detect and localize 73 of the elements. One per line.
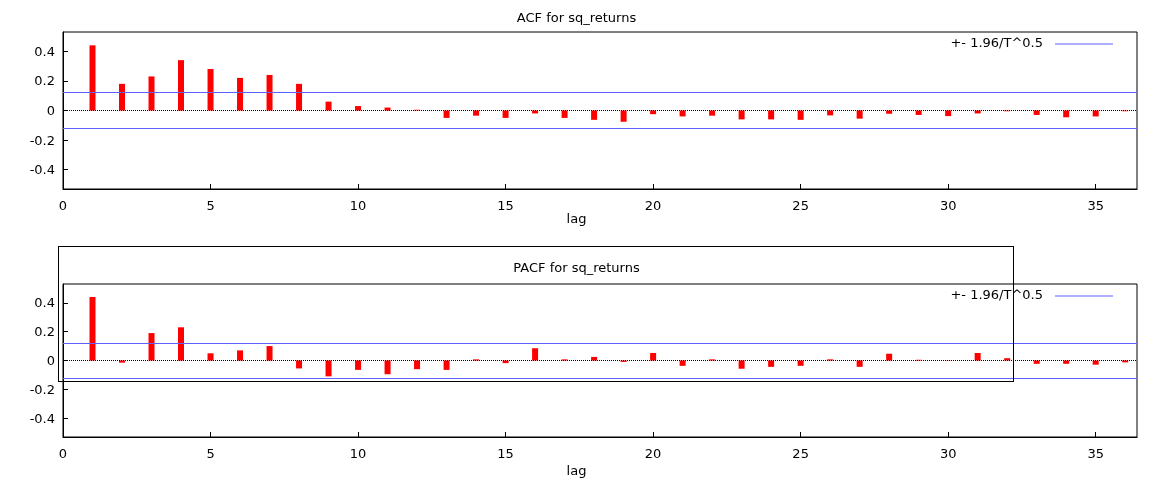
bar bbox=[856, 110, 863, 119]
bar bbox=[178, 327, 185, 361]
x-tick-label: 15 bbox=[497, 198, 514, 213]
bar bbox=[591, 110, 598, 120]
bar bbox=[148, 333, 155, 361]
x-tick-label: 30 bbox=[939, 446, 957, 461]
bar bbox=[443, 110, 450, 118]
bar bbox=[561, 110, 568, 118]
y-tick-label: -0.2 bbox=[29, 381, 55, 397]
bar bbox=[178, 60, 185, 111]
x-tick-label: 25 bbox=[792, 198, 809, 213]
x-tick-label: 5 bbox=[206, 198, 215, 213]
x-tick-label: 35 bbox=[1087, 446, 1104, 461]
bar bbox=[532, 348, 539, 361]
bar bbox=[237, 350, 244, 361]
bar bbox=[237, 77, 244, 111]
y-tick-label: -0.2 bbox=[29, 132, 55, 148]
bar bbox=[443, 360, 450, 370]
bar bbox=[974, 352, 981, 361]
bar bbox=[266, 74, 273, 111]
bar bbox=[473, 110, 480, 116]
chart-title: ACF for sq_returns bbox=[516, 10, 637, 25]
bar bbox=[502, 110, 509, 118]
bar bbox=[355, 360, 362, 370]
y-tick-label: 0.4 bbox=[34, 295, 55, 311]
x-tick-label: 35 bbox=[1087, 198, 1104, 213]
bar bbox=[207, 353, 214, 361]
bar bbox=[620, 110, 627, 122]
bar bbox=[886, 353, 893, 361]
bar bbox=[1092, 360, 1099, 365]
bar bbox=[768, 110, 775, 120]
y-tick-label: 0.4 bbox=[34, 43, 55, 59]
bar bbox=[650, 352, 657, 361]
x-tick-label: 0 bbox=[58, 446, 68, 461]
bar bbox=[296, 83, 303, 111]
bar bbox=[856, 360, 863, 367]
bar bbox=[325, 101, 332, 111]
bar bbox=[325, 360, 332, 377]
x-tick-label: 20 bbox=[644, 446, 662, 461]
x-tick-label: 20 bbox=[644, 198, 662, 213]
x-tick-label: 15 bbox=[497, 446, 514, 461]
x-tick-label: 25 bbox=[792, 446, 809, 461]
y-tick-label: 0.2 bbox=[34, 324, 55, 340]
bar bbox=[709, 110, 716, 116]
x-tick-label: 0 bbox=[58, 198, 68, 213]
y-tick-label: 0 bbox=[46, 353, 55, 368]
y-tick-label: 0 bbox=[46, 103, 55, 118]
y-tick-label: -0.4 bbox=[29, 410, 55, 426]
bar bbox=[414, 360, 421, 370]
x-tick-label: 10 bbox=[349, 198, 367, 213]
bar bbox=[207, 69, 214, 111]
y-tick-label: -0.4 bbox=[29, 162, 55, 178]
x-axis-title: lag bbox=[566, 211, 587, 226]
bar bbox=[679, 360, 686, 366]
legend-label: +- 1.96/T^0.5 bbox=[950, 35, 1044, 50]
bar bbox=[119, 83, 126, 111]
bar bbox=[89, 45, 96, 111]
x-tick-label: 30 bbox=[939, 198, 957, 213]
y-tick-label: 0.2 bbox=[34, 73, 55, 89]
bar bbox=[768, 360, 775, 367]
x-axis-title: lag bbox=[566, 463, 587, 478]
bar bbox=[266, 346, 273, 361]
bar bbox=[148, 76, 155, 111]
bar bbox=[797, 360, 804, 366]
x-tick-label: 10 bbox=[349, 446, 367, 461]
bar bbox=[797, 110, 804, 120]
x-tick-label: 5 bbox=[206, 446, 215, 461]
chart-title: PACF for sq_returns bbox=[513, 260, 640, 275]
bar bbox=[738, 110, 745, 120]
bar bbox=[738, 360, 745, 369]
bar bbox=[355, 106, 362, 111]
bar bbox=[89, 296, 96, 361]
bar bbox=[384, 360, 391, 375]
